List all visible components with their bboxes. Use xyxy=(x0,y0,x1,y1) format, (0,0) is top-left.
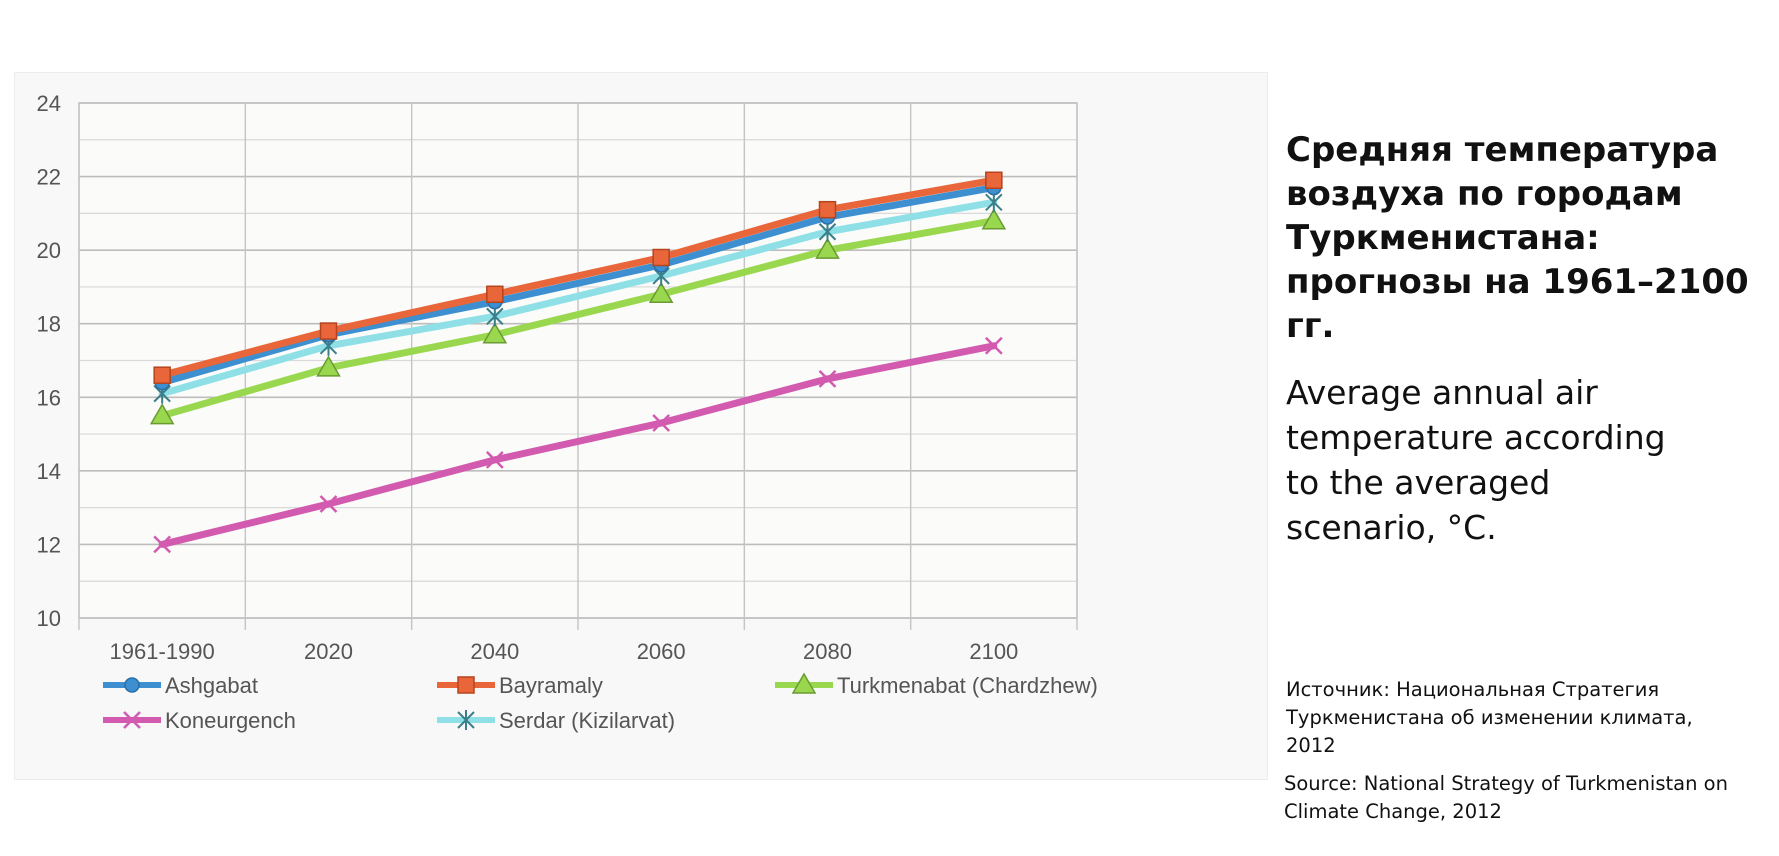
legend-marker xyxy=(791,672,817,694)
y-tick-label: 18 xyxy=(37,312,61,337)
data-point xyxy=(985,171,1003,189)
y-tick-label: 16 xyxy=(37,385,61,410)
data-point xyxy=(818,370,837,388)
data-point xyxy=(485,450,504,469)
data-point xyxy=(482,322,508,344)
data-point xyxy=(486,285,504,304)
legend-marker xyxy=(457,710,475,730)
y-tick-label: 12 xyxy=(37,532,61,557)
legend-label: Turkmenabat (Chardzhew) xyxy=(837,673,1098,698)
source-note-en: Source: National Strategy of Turkmenista… xyxy=(1284,772,1728,823)
x-tick-label: 2020 xyxy=(304,639,353,664)
chart-panel: 10 12 14 16 18 20 22 24 1961-1990 2020 2040 2060 208… xyxy=(14,72,1268,780)
series-line xyxy=(158,176,998,379)
legend-marker xyxy=(457,676,475,694)
chart-subtitle: Average annual air temperature according… xyxy=(1286,373,1666,547)
source-note-ru: Источник: Национальная Стратегия Туркмен… xyxy=(1286,678,1693,757)
y-tick-label: 10 xyxy=(37,606,61,631)
side-panel: Средняя температура воздуха по городам Т… xyxy=(1286,128,1756,550)
y-tick-label: 14 xyxy=(37,459,61,484)
x-tick-label: 2040 xyxy=(470,639,519,664)
y-tick-label: 22 xyxy=(37,165,61,190)
data-point xyxy=(319,495,338,513)
x-tick-label: 2100 xyxy=(969,639,1018,664)
data-point xyxy=(984,336,1003,355)
y-tick-label: 20 xyxy=(37,238,61,263)
data-point xyxy=(981,208,1007,230)
data-point xyxy=(153,366,171,384)
data-point xyxy=(985,192,1003,213)
legend-label: Serdar (Kizilarvat) xyxy=(499,708,675,733)
data-point xyxy=(815,237,840,259)
legend-label: Bayramaly xyxy=(499,673,603,698)
data-point xyxy=(652,248,670,267)
series-line xyxy=(158,342,998,548)
legend-marker xyxy=(123,711,141,729)
data-point xyxy=(818,200,837,219)
data-point xyxy=(818,221,837,242)
data-point xyxy=(652,414,671,432)
line-chart: 10 12 14 16 18 20 22 24 1961-1990 2020 2040 2060 208… xyxy=(37,91,1098,733)
legend-label: Ashgabat xyxy=(165,673,258,698)
chart-title: Средняя температура воздуха по городам Т… xyxy=(1286,130,1749,346)
data-point xyxy=(319,322,338,340)
data-point xyxy=(316,355,341,377)
data-point xyxy=(149,403,175,425)
y-tick-label: 24 xyxy=(37,91,61,116)
legend-marker xyxy=(124,677,140,693)
x-tick-label: 2060 xyxy=(637,639,686,664)
series-line xyxy=(158,198,998,398)
x-tick-label: 2080 xyxy=(803,639,852,664)
legend-label: Koneurgench xyxy=(165,708,296,733)
data-point xyxy=(153,535,172,554)
data-point xyxy=(648,281,674,304)
x-tick-label: 1961-1990 xyxy=(110,639,215,664)
series-line xyxy=(158,217,998,420)
data-point xyxy=(486,306,504,327)
series-line xyxy=(158,184,998,387)
